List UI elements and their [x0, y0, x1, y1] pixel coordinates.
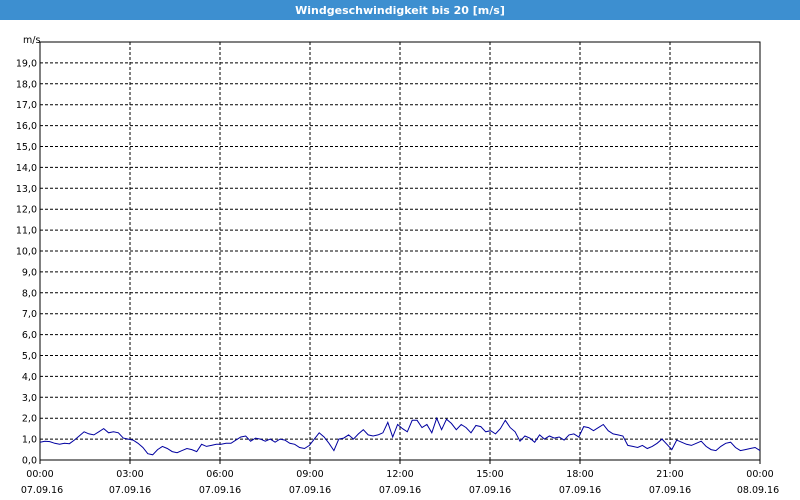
y-axis-unit: m/s [23, 35, 40, 46]
y-tick-label: 13,0 [16, 184, 37, 195]
x-tick-date: 07.09.16 [21, 485, 63, 496]
y-tick-label: 17,0 [16, 100, 37, 111]
x-tick-time: 00:00 [746, 469, 773, 480]
x-tick-time: 15:00 [476, 469, 503, 480]
x-tick-date: 07.09.16 [199, 485, 241, 496]
x-tick-date: 07.09.16 [559, 485, 601, 496]
x-tick-date: 07.09.16 [289, 485, 331, 496]
y-tick-label: 16,0 [16, 121, 37, 132]
y-tick-label: 5,0 [22, 351, 37, 362]
y-axis-ticks: 0,0 1,0 2,0 3,0 4,0 5,0 6,0 7,0 8,0 9,0 10,0 11,0 12… [16, 58, 37, 466]
y-tick-label: 0,0 [22, 456, 37, 467]
chart-svg: m/s 0,0 1,0 2,0 3,0 4,0 5,0 6,0 7,0 8,0 9,0 10,0 11… [16, 35, 779, 496]
x-tick-time: 06:00 [206, 469, 233, 480]
y-tick-label: 1,0 [22, 435, 37, 446]
x-tick-date: 08.09.16 [737, 485, 779, 496]
x-tick-time: 09:00 [296, 469, 323, 480]
x-axis-ticks: 00:00 07.09.16 03:00 07.09.16 06:00 07.09.16 0… [21, 460, 779, 496]
y-tick-label: 7,0 [22, 309, 37, 320]
chart-title: Windgeschwindigkeit bis 20 [m/s] [0, 0, 800, 20]
y-tick-label: 2,0 [22, 414, 37, 425]
y-tick-label: 8,0 [22, 288, 37, 299]
chart-area: m/s 0,0 1,0 2,0 3,0 4,0 5,0 6,0 7,0 8,0 9,0 10,0 11… [0, 20, 800, 500]
x-tick-date: 07.09.16 [109, 485, 151, 496]
y-tick-label: 12,0 [16, 205, 37, 216]
y-tick-label: 14,0 [16, 163, 37, 174]
y-tick-label: 19,0 [16, 58, 37, 69]
x-tick-time: 03:00 [116, 469, 143, 480]
y-tick-label: 10,0 [16, 247, 37, 258]
y-tick-label: 18,0 [16, 79, 37, 90]
x-tick-time: 12:00 [386, 469, 413, 480]
x-tick-date: 07.09.16 [649, 485, 691, 496]
x-tick-date: 07.09.16 [469, 485, 511, 496]
x-tick-date: 07.09.16 [379, 485, 421, 496]
x-tick-time: 18:00 [566, 469, 593, 480]
x-tick-time: 21:00 [656, 469, 683, 480]
y-tick-label: 6,0 [22, 330, 37, 341]
wind-speed-line [39, 416, 761, 456]
y-tick-label: 4,0 [22, 372, 37, 383]
x-tick-time: 00:00 [26, 469, 53, 480]
y-tick-label: 11,0 [16, 226, 37, 237]
y-tick-label: 15,0 [16, 142, 37, 153]
y-tick-label: 9,0 [22, 267, 37, 278]
y-tick-label: 3,0 [22, 393, 37, 404]
